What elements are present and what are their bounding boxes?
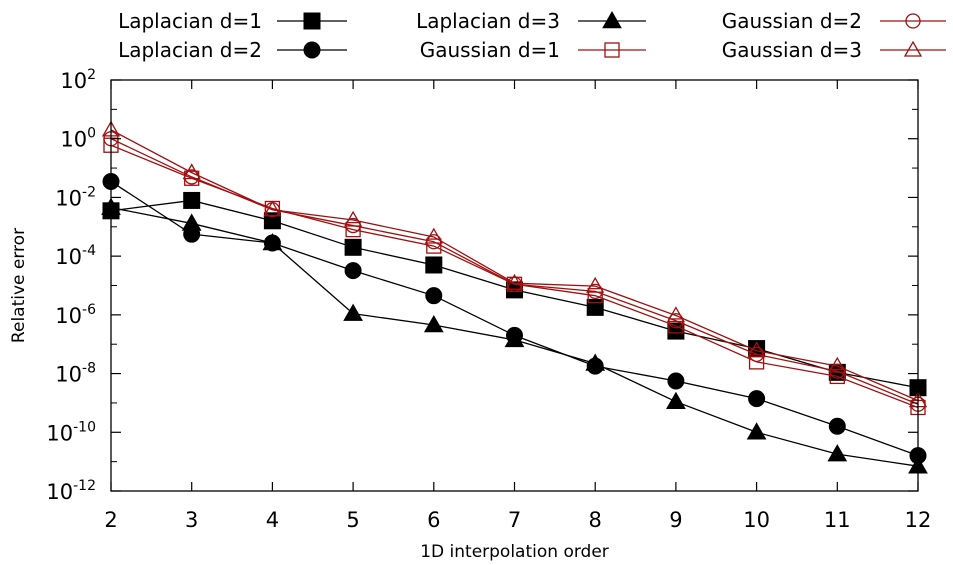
legend-item: Laplacian d=2 [118,38,347,62]
data-point [506,281,523,299]
x-tick-label: 6 [427,508,440,532]
series-line [110,129,919,402]
data-point [345,221,361,238]
data-point [263,200,282,217]
data-point [828,356,847,373]
data-point [183,191,201,209]
legend-label: Gaussian d=3 [722,38,862,62]
data-point [668,318,684,334]
data-point [423,315,444,333]
data-point [182,163,201,180]
y-tick-label: 10-6 [55,302,96,328]
legend-marker [303,12,321,30]
y-tick-label: 10-4 [55,243,96,269]
x-axis-label: 1D interpolation order [420,542,609,562]
data-point [829,368,845,385]
data-point [344,238,362,256]
x-tick-label: 2 [104,508,117,532]
y-tick-label: 10-10 [46,419,96,445]
data-point [587,288,603,304]
x-tick-label: 12 [905,508,932,532]
y-axis-label: Relative error [9,228,29,343]
legend: Laplacian d=1 Laplacian d=2 Laplacian d=3 G… [118,9,946,62]
data-point [748,390,766,408]
legend-label: Laplacian d=1 [118,9,262,33]
legend-label: Laplacian d=3 [416,9,560,33]
series-laplacian-d-3 [101,197,928,474]
data-point [263,212,281,230]
x-tick-label: 8 [589,508,602,532]
legend-item: Laplacian d=1 [118,9,347,33]
y-tick-label: 10-12 [46,478,96,504]
data-point [506,276,523,292]
data-point [586,298,604,316]
series-gaussian-d-3 [101,120,928,408]
data-point [666,306,686,323]
legend-label: Gaussian d=2 [722,9,862,33]
y-tick-label: 10-2 [55,184,96,210]
data-point [504,329,525,348]
data-point [667,372,685,390]
data-point [666,391,686,409]
data-point [424,227,443,244]
data-point [425,287,443,305]
data-point [425,256,443,274]
data-point [505,273,524,290]
series-gaussian-d-2 [103,131,926,412]
y-tick-label: 10-8 [55,361,96,387]
data-point [343,210,363,227]
series-laplacian-d-1 [102,191,927,397]
legend-label: Gaussian d=1 [420,38,560,62]
plot-frame [110,79,919,492]
series-layer [101,120,928,474]
legend-item: Gaussian d=2 [722,9,946,33]
data-point [827,444,848,462]
legend-marker [905,13,921,29]
data-point [344,262,362,280]
x-tick-label: 5 [346,508,359,532]
data-point [828,417,846,435]
x-tick-label: 11 [824,508,851,532]
legend-marker [303,41,321,59]
series-line [110,138,919,405]
x-tick-label: 10 [743,508,770,532]
x-tick-label: 9 [669,508,682,532]
legend-marker [604,42,620,58]
x-tick-label: 7 [508,508,521,532]
ticks-layer: 2 3 4 5 6 7 8 9 10 11 12 10-12 10-10 10-8 10-6 10-4 10-2… [46,67,931,532]
data-point [747,341,766,358]
data-point [585,353,606,371]
series-line [110,180,919,457]
y-tick-label: 102 [60,67,96,93]
data-point [586,276,605,293]
x-tick-label: 3 [185,508,198,532]
x-tick-label: 4 [266,508,279,532]
legend-label: Laplacian d=2 [118,38,262,62]
series-laplacian-d-2 [102,172,927,465]
legend-marker [903,40,923,57]
data-point [746,422,767,440]
data-point [262,233,283,251]
data-point [181,213,202,231]
y-tick-label: 100 [60,126,96,152]
legend-marker [602,10,622,29]
data-point [343,303,363,321]
legend-item: Gaussian d=1 [420,38,646,62]
legend-item: Gaussian d=3 [722,38,946,62]
legend-item: Laplacian d=3 [416,9,646,33]
